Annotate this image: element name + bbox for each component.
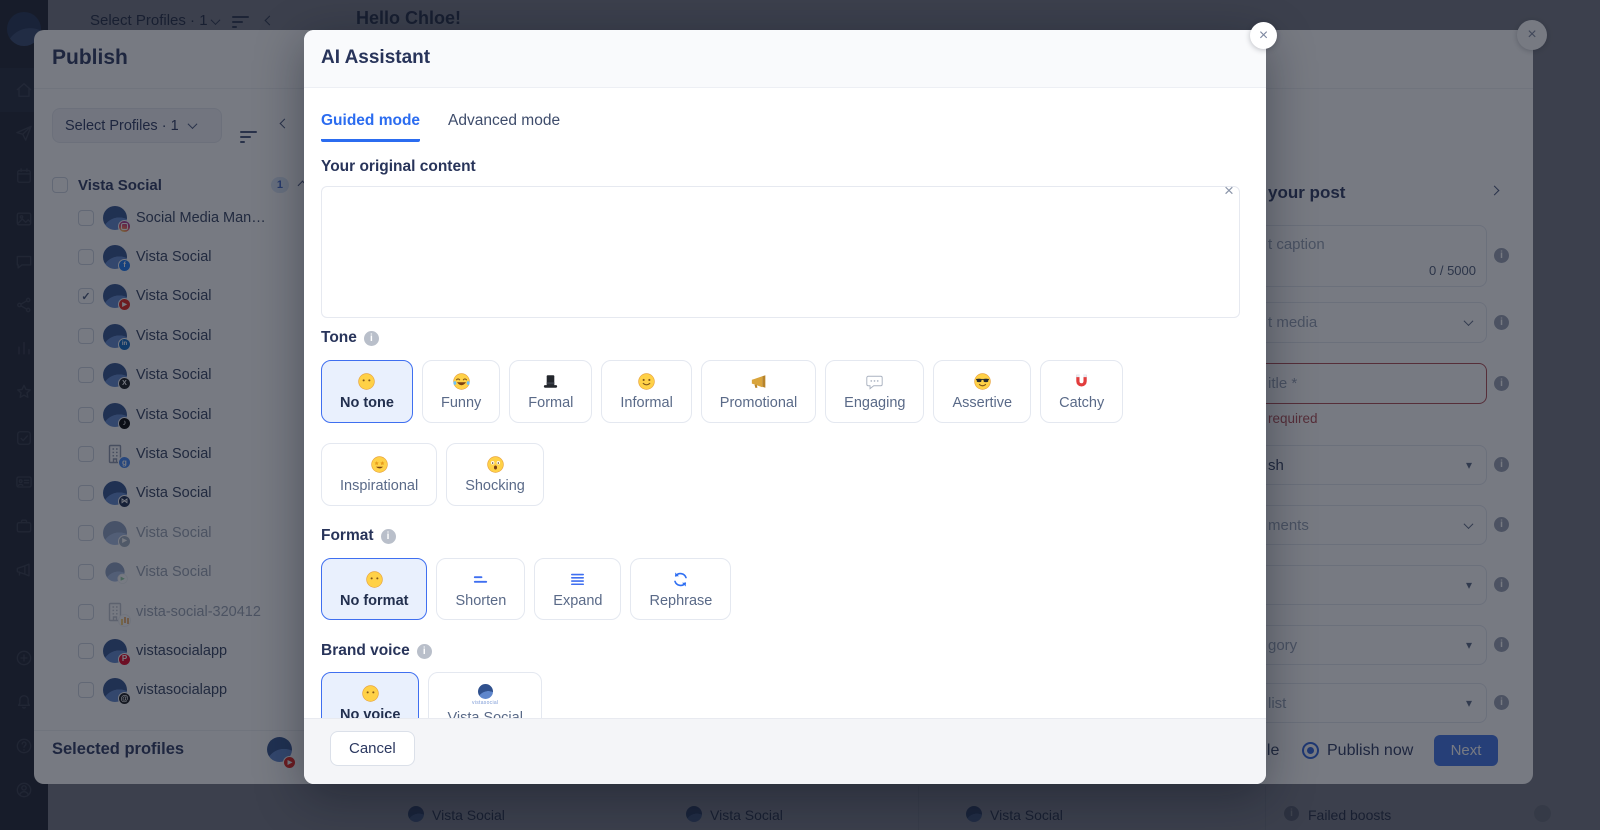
ai-assistant-modal: AI Assistant Guided mode Advanced mode Y… bbox=[304, 30, 1266, 784]
format-options-row: No format Shorten Expand Rephrase bbox=[321, 558, 732, 620]
format-option-shorten[interactable]: Shorten bbox=[436, 558, 526, 620]
ai-modal-title: AI Assistant bbox=[321, 47, 431, 68]
speech-bubble-emoji-icon bbox=[865, 372, 884, 391]
refresh-arrows-icon bbox=[671, 570, 690, 589]
format-option-no-format[interactable]: No format bbox=[321, 558, 428, 620]
ai-modal-header bbox=[304, 30, 1266, 88]
expand-lines-icon bbox=[568, 570, 587, 589]
magnet-emoji-icon bbox=[1072, 372, 1091, 391]
mode-tabs: Guided mode Advanced mode bbox=[321, 112, 560, 142]
format-option-expand[interactable]: Expand bbox=[534, 558, 622, 620]
info-icon[interactable]: i bbox=[363, 330, 379, 346]
ai-close-button[interactable]: × bbox=[1250, 22, 1277, 49]
top-hat-emoji-icon bbox=[541, 372, 560, 391]
vista-social-logo bbox=[477, 684, 493, 699]
format-option-rephrase[interactable]: Rephrase bbox=[630, 558, 732, 620]
laughing-face-emoji-icon bbox=[452, 372, 471, 391]
tone-option-funny[interactable]: Funny bbox=[421, 360, 501, 423]
tab-guided-mode[interactable]: Guided mode bbox=[321, 112, 421, 142]
vistasocial-wordmark: vistasocial bbox=[472, 700, 499, 706]
tone-option-shocking[interactable]: Shocking bbox=[446, 443, 544, 506]
ai-modal-footer bbox=[304, 718, 1266, 784]
tone-options-row-1: No tone Funny Formal Informal Promotiona… bbox=[321, 360, 1124, 423]
cancel-button[interactable]: Cancel bbox=[330, 731, 415, 766]
tone-label: Tone i bbox=[321, 329, 379, 347]
tone-option-catchy[interactable]: Catchy bbox=[1040, 360, 1124, 423]
tone-option-formal[interactable]: Formal bbox=[509, 360, 593, 423]
astonished-face-emoji-icon bbox=[486, 455, 505, 474]
star-struck-face-emoji-icon bbox=[370, 455, 389, 474]
tone-option-no-tone[interactable]: No tone bbox=[321, 360, 413, 423]
original-content-input[interactable] bbox=[321, 186, 1240, 318]
sunglasses-face-emoji-icon bbox=[973, 372, 992, 391]
info-icon[interactable]: i bbox=[380, 528, 396, 544]
shorten-lines-icon bbox=[471, 570, 490, 589]
tone-option-inspirational[interactable]: Inspirational bbox=[321, 443, 438, 506]
tone-option-engaging[interactable]: Engaging bbox=[825, 360, 925, 423]
clear-content-icon[interactable]: × bbox=[1224, 181, 1234, 200]
tone-options-row-2: Inspirational Shocking bbox=[321, 443, 544, 506]
format-label: Format i bbox=[321, 527, 396, 545]
neutral-face-emoji-icon bbox=[361, 684, 380, 703]
smiling-face-emoji-icon bbox=[637, 372, 656, 391]
original-content-label: Your original content bbox=[321, 158, 476, 175]
megaphone-emoji-icon bbox=[749, 372, 768, 391]
tone-option-informal[interactable]: Informal bbox=[601, 360, 692, 423]
tab-advanced-mode[interactable]: Advanced mode bbox=[448, 112, 561, 129]
brand-voice-label: Brand voice i bbox=[321, 642, 432, 660]
info-icon[interactable]: i bbox=[416, 643, 432, 659]
neutral-face-emoji-icon bbox=[365, 570, 384, 589]
tone-option-promotional[interactable]: Promotional bbox=[700, 360, 817, 423]
neutral-face-emoji-icon bbox=[357, 372, 376, 391]
tone-option-assertive[interactable]: Assertive bbox=[933, 360, 1032, 423]
